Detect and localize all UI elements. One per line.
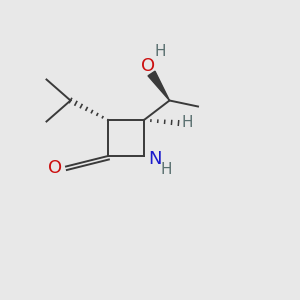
Polygon shape bbox=[148, 71, 170, 100]
Text: O: O bbox=[141, 57, 156, 75]
Text: H: H bbox=[181, 115, 193, 130]
Text: H: H bbox=[160, 162, 172, 177]
Text: O: O bbox=[48, 159, 63, 177]
Text: N: N bbox=[149, 150, 162, 168]
Text: H: H bbox=[155, 44, 166, 59]
